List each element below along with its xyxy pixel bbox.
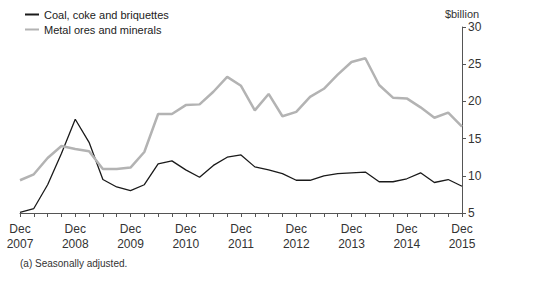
svg-text:2012: 2012: [283, 237, 310, 251]
svg-text:2008: 2008: [62, 237, 89, 251]
svg-text:Metal ores and minerals: Metal ores and minerals: [44, 24, 162, 36]
svg-text:Dec: Dec: [65, 222, 86, 236]
svg-text:2015: 2015: [449, 237, 476, 251]
svg-text:Dec: Dec: [286, 222, 307, 236]
svg-text:2014: 2014: [393, 237, 420, 251]
svg-text:2009: 2009: [117, 237, 144, 251]
svg-text:Dec: Dec: [341, 222, 362, 236]
svg-text:2010: 2010: [172, 237, 199, 251]
svg-text:10: 10: [468, 169, 482, 183]
svg-text:Dec: Dec: [175, 222, 196, 236]
svg-text:$billion: $billion: [445, 8, 479, 20]
svg-text:2011: 2011: [228, 237, 254, 251]
svg-text:Dec: Dec: [9, 222, 30, 236]
svg-text:Coal, coke and briquettes: Coal, coke and briquettes: [44, 9, 169, 21]
svg-text:Dec: Dec: [230, 222, 251, 236]
svg-text:20: 20: [468, 94, 482, 108]
svg-text:2013: 2013: [338, 237, 365, 251]
svg-text:2007: 2007: [7, 237, 34, 251]
svg-text:5: 5: [468, 206, 475, 220]
svg-text:Dec: Dec: [120, 222, 141, 236]
svg-text:25: 25: [468, 57, 482, 71]
svg-text:(a) Seasonally adjusted.: (a) Seasonally adjusted.: [20, 258, 127, 269]
svg-text:30: 30: [468, 20, 482, 34]
svg-text:15: 15: [468, 132, 482, 146]
svg-text:Dec: Dec: [451, 222, 472, 236]
svg-text:Dec: Dec: [396, 222, 417, 236]
